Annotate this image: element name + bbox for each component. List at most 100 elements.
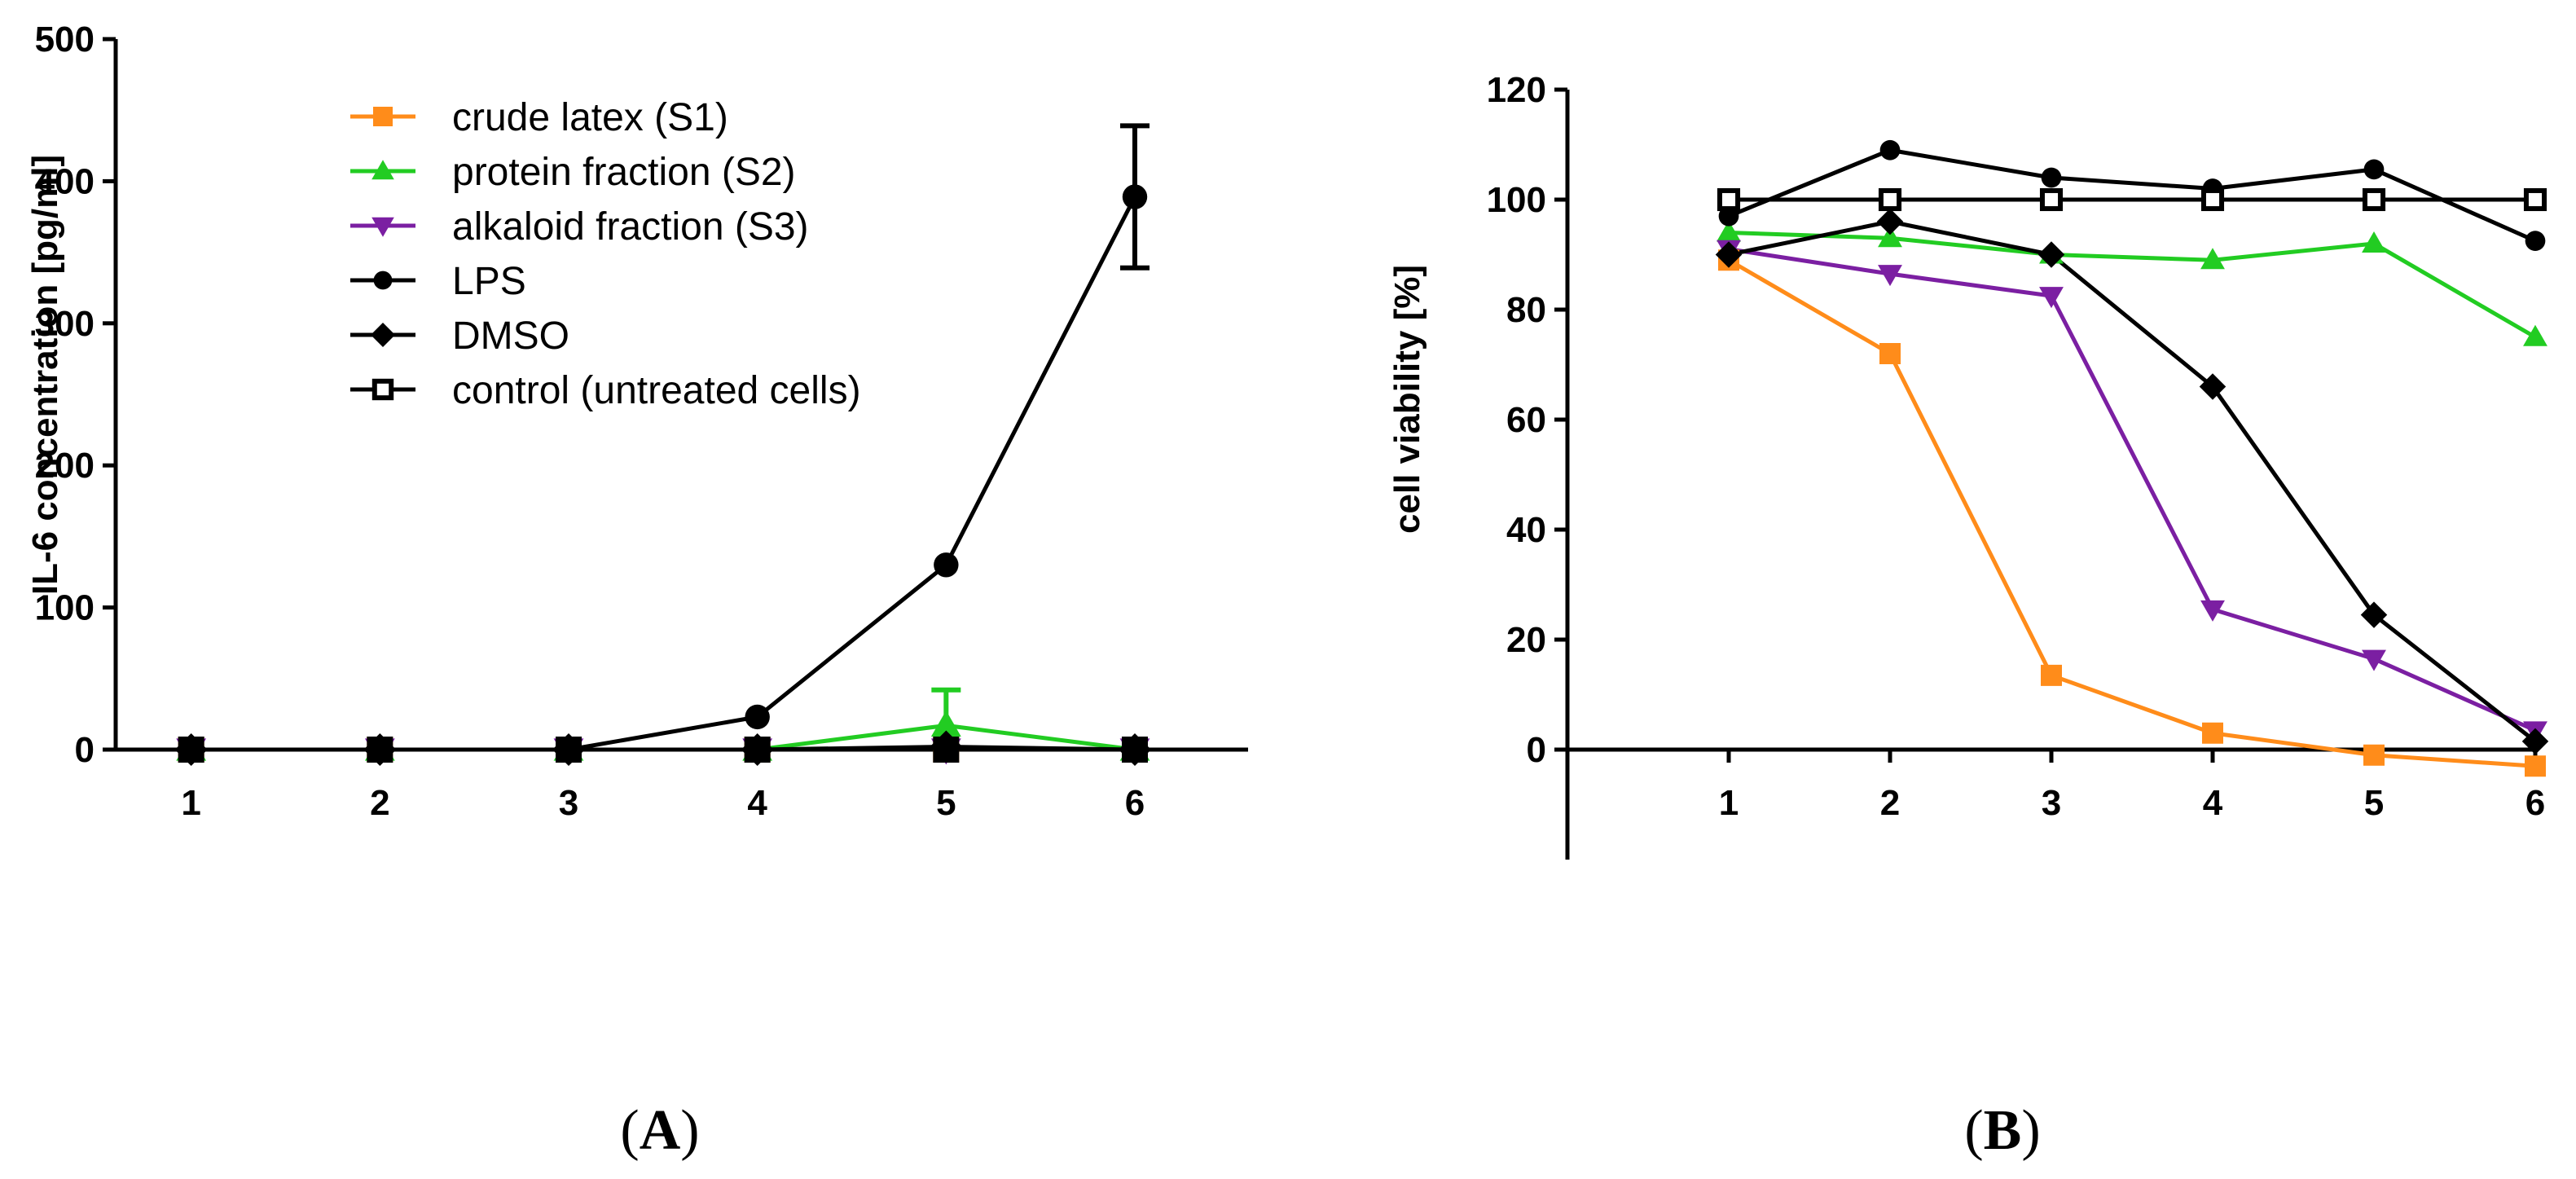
panel-b-y-tick-label: 40: [1506, 510, 1546, 550]
panel-b-point-lps: [1879, 139, 1901, 161]
panel-b-point-s2: [1717, 220, 1741, 242]
legend-label-dmso: DMSO: [452, 315, 569, 358]
panel-a-x-tick-label: 1: [181, 783, 200, 823]
panel-b-point-s3: [1878, 265, 1902, 287]
panel-b-x-tick-label: 4: [2203, 783, 2223, 823]
panel-b-y-tick-label: 20: [1506, 620, 1546, 660]
panel-b-series-line-s2: [1728, 231, 2537, 339]
panel-b-point-dmso: [2360, 601, 2388, 628]
panel-b-point-s2: [2362, 231, 2386, 253]
panel-b-point-dmso: [1876, 208, 1904, 235]
panel-a-point-lps: [934, 552, 959, 578]
panel-b-x-tick-label: 3: [2042, 783, 2061, 823]
panel-b-x-tick-label: 2: [1880, 783, 1900, 823]
legend-label-s1: crude latex (S1): [452, 96, 728, 139]
panel-a-point-ctrl: [178, 737, 204, 763]
panel-a-x-tick-label: 4: [747, 783, 767, 823]
panel-b-point-s1: [1879, 343, 1901, 364]
panel-b-point-ctrl: [2039, 187, 2064, 212]
chart-panel-a: 0 100 200 300 400 500 1 2 3 4 5 6 crude latex (S1) p…: [25, 20, 1248, 1162]
legend-label-ctrl: control (untreated cells): [452, 369, 861, 412]
legend-entry-lps: LPS: [350, 260, 526, 303]
panel-b-label: (B): [1964, 1099, 2040, 1162]
panel-b-series-line-lps: [1728, 147, 2537, 243]
panel-b-point-ctrl: [2523, 187, 2547, 212]
panel-b-point-dmso: [2521, 728, 2549, 755]
panel-a-y-axis-label: IL-6 concentration [pg/ml]: [25, 155, 65, 595]
panel-a-x-tick-label: 6: [1125, 783, 1145, 823]
panel-a-label: (A): [620, 1099, 699, 1162]
panel-b-y-tick-label: 60: [1506, 400, 1546, 440]
panel-b-series-line-dmso: [1728, 219, 2537, 743]
panel-b-x-tick-label: 5: [2364, 783, 2384, 823]
panel-a-point-s2: [930, 710, 961, 737]
legend-entry-dmso: DMSO: [350, 315, 569, 358]
panel-a-point-ctrl: [1122, 737, 1148, 763]
panel-a-legend: crude latex (S1) protein fraction (S2) alk…: [350, 96, 861, 412]
panel-a-point-lps: [1122, 184, 1148, 209]
panel-b-point-ctrl: [2362, 187, 2386, 212]
panel-b-point-s1: [2525, 755, 2546, 777]
panel-b-x-tick-label: 1: [1719, 783, 1739, 823]
panel-a-y-tick-label: 300: [35, 304, 95, 344]
legend-marker-s3: [371, 217, 394, 237]
panel-b-point-s1: [2041, 664, 2062, 686]
legend-marker-s1: [373, 107, 393, 126]
panel-a-y-tick-label: 100: [35, 588, 95, 628]
panel-b-point-ctrl: [1717, 187, 1741, 212]
panel-b-point-ctrl: [1878, 187, 1902, 212]
panel-b-letter: B: [1984, 1099, 2022, 1162]
legend-entry-s3: alkaloid fraction (S3): [350, 205, 809, 249]
panel-b-series: [1715, 139, 2549, 777]
panel-b-series-line-s1: [1727, 258, 2536, 768]
panel-a-y-tick-label: 200: [35, 446, 95, 486]
panel-b-y-tick-label: 100: [1487, 180, 1546, 220]
legend-label-s3: alkaloid fraction (S3): [452, 205, 809, 249]
panel-a-point-ctrl: [744, 737, 771, 763]
panel-b-point-ctrl: [2200, 187, 2225, 212]
panel-b-point-lps: [2041, 167, 2062, 188]
legend-label-lps: LPS: [452, 260, 526, 303]
panel-a-point-ctrl: [367, 737, 393, 763]
panel-b-axes: 0 20 40 60 80 100 120 1 2 3 4 5 6: [1487, 70, 2545, 860]
legend-marker-ctrl: [371, 378, 394, 401]
panel-b-point-s2: [2200, 248, 2225, 270]
panel-b-point-dmso: [1715, 241, 1743, 268]
panel-b-point-lps: [2363, 159, 2385, 180]
panel-b-series-line-s3: [1728, 247, 2537, 732]
panel-b-point-s3: [2200, 600, 2225, 622]
panel-b-point-s3: [2039, 287, 2064, 309]
legend-marker-s2: [371, 160, 394, 180]
panel-b-y-tick-label: 0: [1527, 730, 1546, 770]
panel-b-point-dmso: [2038, 241, 2065, 268]
panel-b-x-tick-label: 6: [2525, 783, 2545, 823]
legend-entry-s1: crude latex (S1): [350, 96, 728, 139]
panel-a-series: [174, 123, 1151, 766]
panel-b-point-s3: [2362, 649, 2386, 671]
panel-a-x-tick-label: 5: [936, 783, 956, 823]
panel-a-y-tick-label: 500: [35, 20, 95, 59]
legend-entry-s2: protein fraction (S2): [350, 151, 796, 194]
panel-a-y-tick-label: 0: [75, 730, 95, 770]
legend-label-s2: protein fraction (S2): [452, 151, 796, 194]
panel-a-x-tick-label: 3: [559, 783, 578, 823]
legend-marker-lps: [373, 271, 393, 290]
panel-b-point-s2: [1878, 226, 1902, 248]
chart-panel-b: 0 20 40 60 80 100 120 1 2 3 4 5 6 cell viability [%]…: [1387, 70, 2549, 1162]
legend-entry-ctrl: control (untreated cells): [350, 369, 861, 412]
panel-b-y-axis-label: cell viability [%]: [1387, 265, 1427, 534]
panel-a-x-tick-label: 2: [370, 783, 389, 823]
panel-a-point-ctrl: [933, 737, 960, 763]
panel-b-point-s1: [2202, 722, 2223, 744]
panel-b-point-lps: [2525, 231, 2546, 251]
panel-a-y-tick-label: 400: [35, 161, 95, 201]
panel-b-point-dmso: [2199, 373, 2227, 400]
legend-marker-dmso: [371, 323, 395, 347]
panel-a-point-lps: [745, 704, 770, 730]
panel-a-point-ctrl: [556, 737, 582, 763]
panel-b-point-s2: [2523, 324, 2547, 346]
panel-a-letter: A: [640, 1099, 681, 1162]
panel-b-y-tick-label: 80: [1506, 290, 1546, 330]
panel-b-point-lps: [1718, 205, 1739, 227]
